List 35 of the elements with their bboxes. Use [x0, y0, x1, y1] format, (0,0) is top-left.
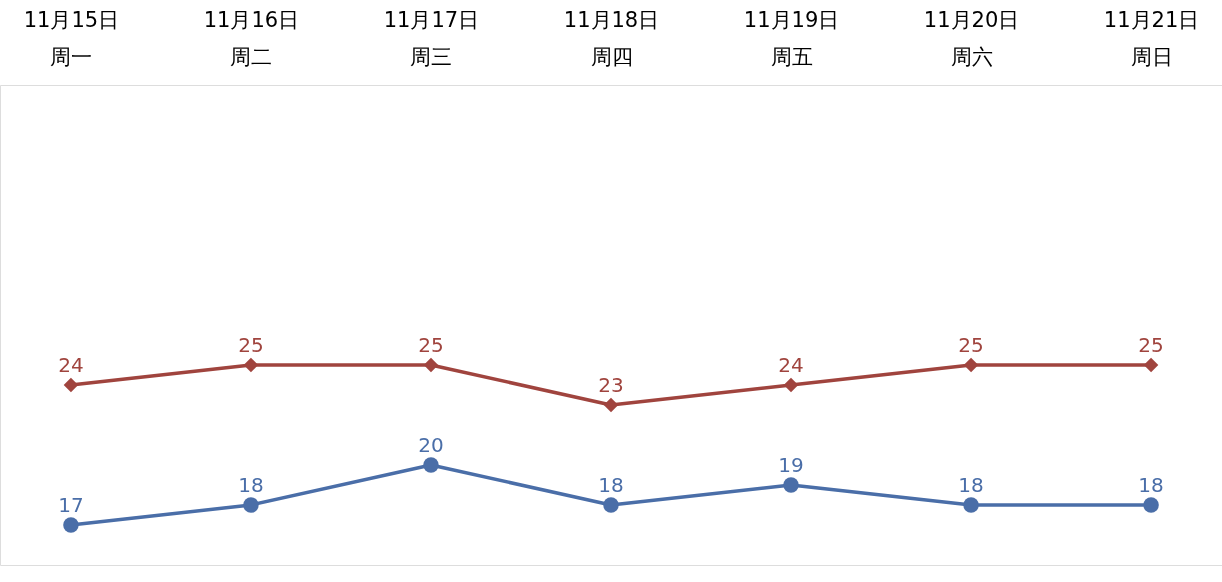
point: [1143, 497, 1159, 513]
x-tick-label: 11月19日周五: [743, 7, 840, 69]
data-label: 25: [958, 333, 984, 357]
x-tick-label: 11月16日周二: [203, 7, 300, 69]
point: [423, 457, 439, 473]
x-tick-label: 11月15日周一: [23, 7, 120, 69]
data-label: 18: [1138, 473, 1164, 497]
data-label: 17: [58, 493, 84, 517]
data-label: 24: [58, 353, 84, 377]
data-label: 18: [238, 473, 264, 497]
point: [63, 377, 79, 393]
point: [963, 357, 979, 373]
data-label: 19: [778, 453, 804, 477]
point: [963, 497, 979, 513]
point: [783, 377, 799, 393]
point: [423, 357, 439, 373]
point: [603, 497, 619, 513]
x-tick-label: 11月18日周四: [563, 7, 660, 69]
data-label: 20: [418, 433, 444, 457]
data-label: 23: [598, 373, 624, 397]
data-label: 24: [778, 353, 804, 377]
data-label: 18: [598, 473, 624, 497]
x-tick-label: 11月17日周三: [383, 7, 480, 69]
point: [783, 477, 799, 493]
data-label: 18: [958, 473, 984, 497]
data-label: 25: [418, 333, 444, 357]
data-label: 25: [1138, 333, 1164, 357]
point: [243, 497, 259, 513]
point: [1143, 357, 1159, 373]
point: [243, 357, 259, 373]
point: [603, 397, 619, 413]
x-tick-label: 11月21日周日: [1103, 7, 1200, 69]
x-tick-label: 11月20日周六: [923, 7, 1020, 69]
data-label: 25: [238, 333, 264, 357]
point: [63, 517, 79, 533]
